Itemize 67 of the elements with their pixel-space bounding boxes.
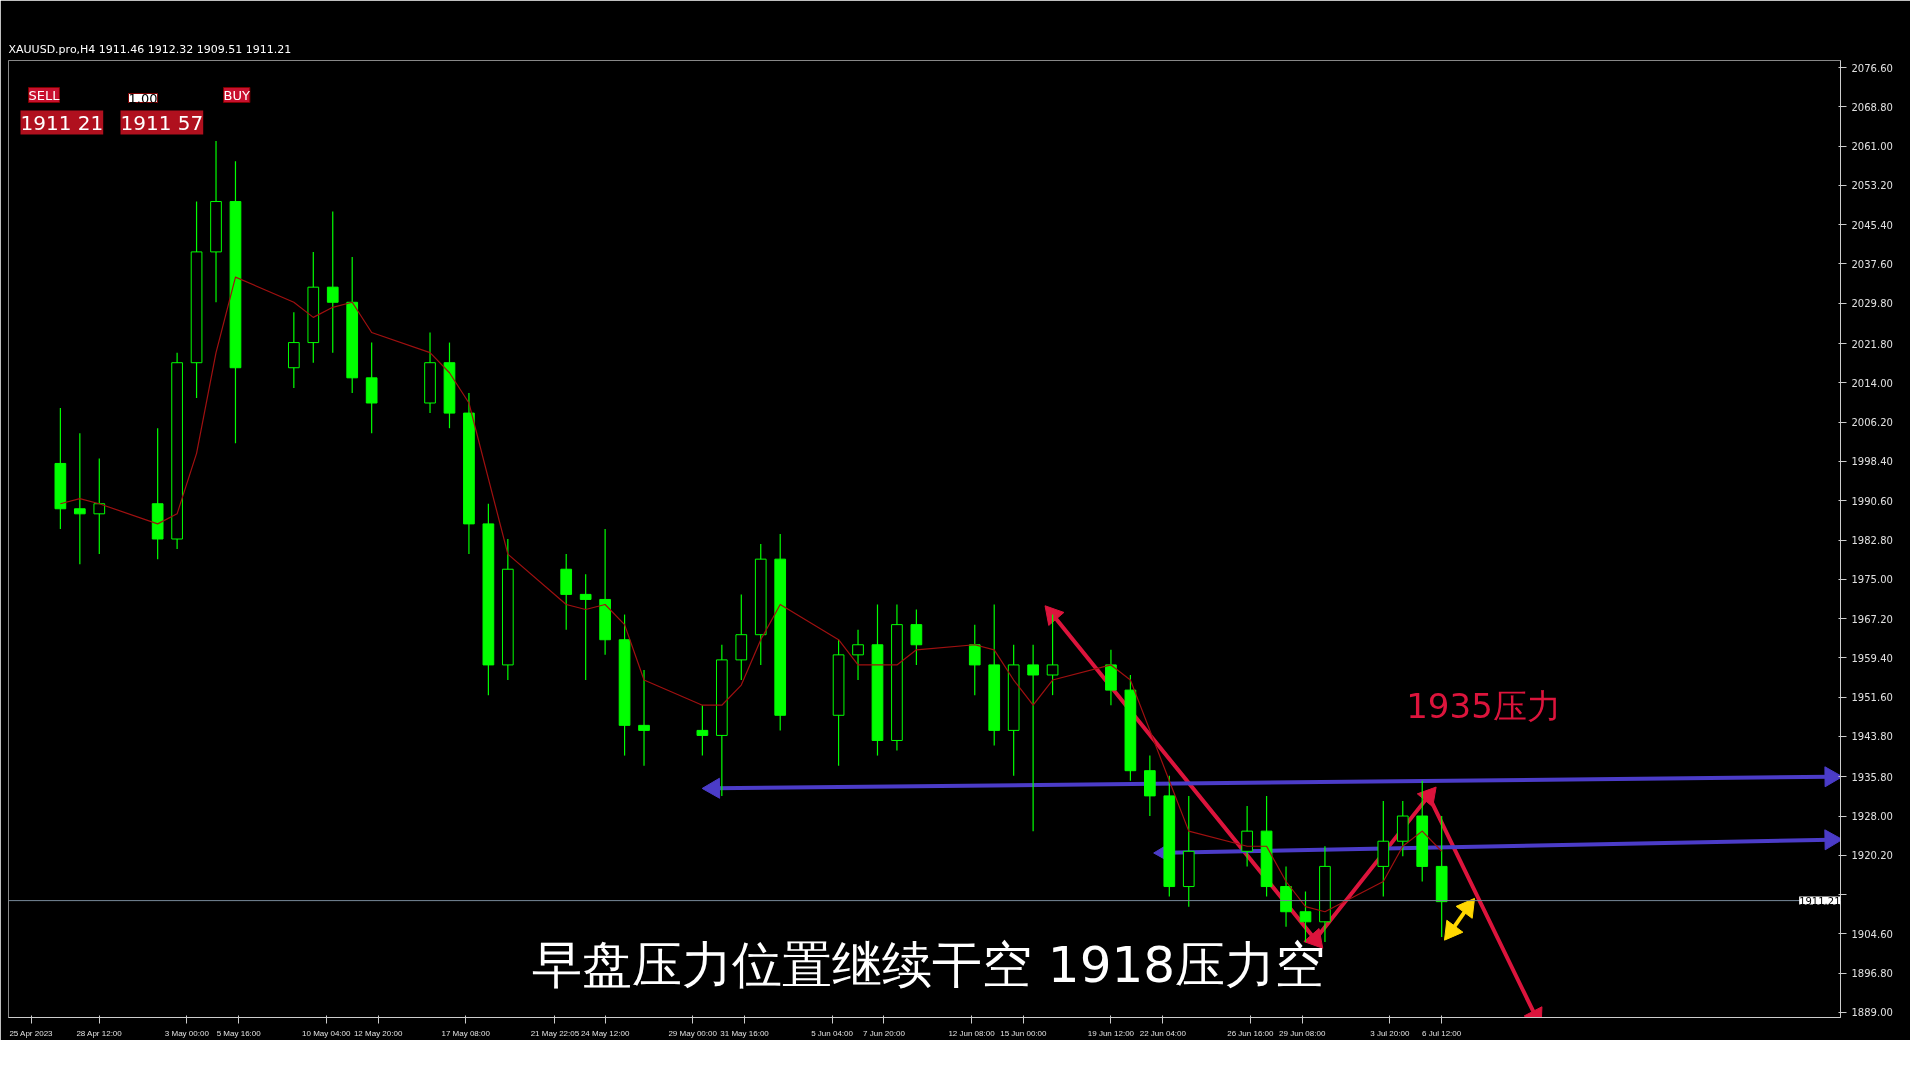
candlestick [968,624,981,696]
candlestick [1027,644,1039,832]
x-tick-label: 10 May 04:00 [302,1028,352,1038]
annotation: SELL [28,87,61,103]
candlestick [579,573,592,681]
y-tick-label: 2068.80 [1851,101,1893,113]
y-tick-label: 1889.00 [1851,1007,1893,1019]
y-tick-label: 1943.80 [1851,731,1893,743]
y-tick-label: 2045.40 [1851,219,1893,231]
candlestick [638,669,650,767]
x-tick-label: 12 Jun 08:00 [948,1028,996,1038]
y-tick-label: 1959.40 [1851,652,1893,664]
x-tick-label: 28 Apr 12:00 [76,1028,123,1038]
y-tick-label: 1998.40 [1851,456,1893,468]
x-tick-label: 5 May 16:00 [216,1028,262,1038]
x-tick-label: 26 Jun 16:00 [1227,1028,1275,1038]
x-tick-label: 29 May 00:00 [668,1028,718,1038]
y-tick-label: 1928.00 [1851,811,1893,823]
y-tick-label: 1975.00 [1851,574,1893,586]
y-tick-label: 1967.20 [1851,613,1893,625]
annotation: 1911 21 [20,110,104,135]
x-tick-label: 6 Jul 12:00 [1422,1028,1462,1038]
y-tick-label: 2061.00 [1851,141,1893,153]
point [1416,786,1437,808]
y-tick-label: 2076.60 [1851,62,1893,74]
y-tick-label: 2029.80 [1851,298,1893,310]
x-tick-label: 24 May 12:00 [580,1028,630,1038]
candlestick [852,629,864,681]
annotation: 1935压力 [1406,685,1561,726]
x-tick-label: 29 Jun 08:00 [1279,1028,1326,1038]
ref-line-label: 1911.21 [1799,895,1841,907]
y-tick-label: 1904.60 [1851,928,1893,940]
x-tick-label: 7 Jun 20:00 [863,1028,906,1038]
x-tick-label: 17 May 08:00 [441,1028,491,1038]
x-tick-label: 25 Apr 2023 [9,1028,54,1038]
candlestick [910,608,923,666]
x-tick-label: 12 May 20:00 [353,1028,403,1038]
y-tick-label: 2021.80 [1851,338,1893,350]
y-tick-label: 1935.80 [1851,771,1893,783]
annotation: 早盘压力位置继续干空 1918压力空 [531,935,1326,994]
x-tick-label: 21 May 22:05 [530,1028,580,1038]
x-tick-label: 3 May 00:00 [164,1028,210,1038]
x-tick-label: 3 Jul 20:00 [1370,1028,1410,1038]
candlestick [1241,805,1253,867]
candlestick [93,457,106,555]
y-tick-label: 1951.60 [1851,692,1893,704]
candlestick [73,432,86,565]
annotation: BUY [223,87,250,103]
x-tick-label: 19 Jun 12:00 [1087,1028,1135,1038]
x-tick-label: 22 Jun 04:00 [1139,1028,1187,1038]
x-tick-label: 5 Jun 04:00 [811,1028,854,1038]
y-tick-label: 1982.80 [1851,535,1893,547]
y-tick-label: 2006.20 [1851,417,1893,429]
annotation: 1911 57 [120,110,204,135]
y-tick-label: 2014.00 [1851,377,1893,389]
candlestick [696,704,709,757]
y-tick-label: 2053.20 [1851,180,1893,192]
candlestick [326,211,339,354]
y-tick-label: 2037.60 [1851,258,1893,270]
annotation: 1.00 [128,90,158,106]
y-tick-label: 1896.80 [1851,968,1893,980]
chart-title: XAUUSD.pro,H4 1911.46 1912.32 1909.51 1911.21 [8,42,292,56]
candlestick [1046,613,1059,696]
y-tick-label: 1990.60 [1851,495,1893,507]
y-tick-label: 1920.20 [1851,850,1893,862]
x-tick-label: 15 Jun 00:00 [1000,1028,1048,1038]
x-tick-label: 31 May 16:00 [720,1028,770,1038]
